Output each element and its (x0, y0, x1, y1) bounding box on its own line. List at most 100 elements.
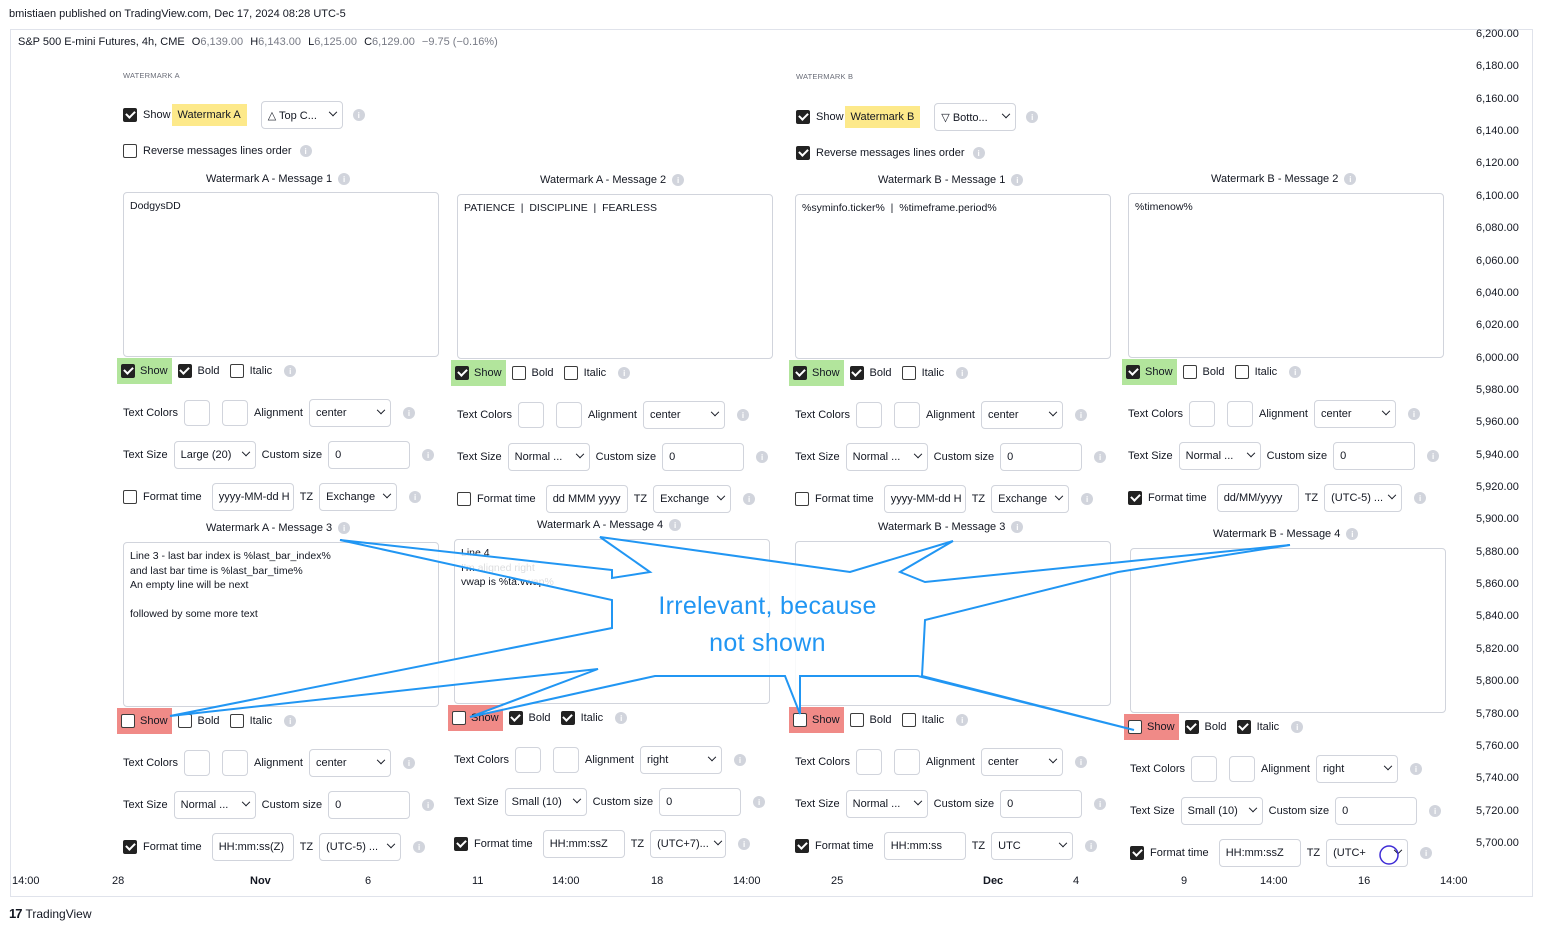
watermark-a-position-select[interactable]: △ Top C... (260, 101, 343, 129)
tz-select[interactable]: Exchange (991, 485, 1070, 513)
info-icon[interactable]: i (409, 491, 422, 503)
text-size-select[interactable]: Normal ... (173, 791, 256, 819)
info-icon[interactable]: i (669, 519, 682, 531)
bold-checkbox[interactable] (511, 366, 526, 380)
text-size-select[interactable]: Normal ... (845, 443, 928, 471)
info-icon[interactable]: i (1074, 409, 1087, 421)
alignment-select[interactable]: right (1315, 755, 1398, 783)
info-icon[interactable]: i (284, 715, 297, 727)
show-checkbox[interactable] (452, 711, 466, 725)
tz-select[interactable]: Exchange (319, 483, 398, 511)
custom-size-input[interactable]: 0 (1000, 443, 1083, 471)
italic-checkbox[interactable] (229, 714, 244, 728)
text-color-swatch[interactable] (1191, 756, 1218, 782)
info-icon[interactable]: i (1427, 450, 1440, 462)
info-icon[interactable]: i (402, 407, 415, 419)
info-icon[interactable]: i (1346, 528, 1359, 540)
bold-checkbox[interactable] (1182, 365, 1197, 379)
info-icon[interactable]: i (352, 109, 365, 121)
watermark-a-show-checkbox[interactable] (123, 108, 137, 122)
tz-select[interactable]: UTC (991, 832, 1074, 860)
info-icon[interactable]: i (1011, 174, 1024, 186)
info-icon[interactable]: i (1085, 840, 1098, 852)
tz-select[interactable]: (UTC-5) ... (319, 833, 402, 861)
info-icon[interactable]: i (338, 173, 351, 185)
custom-size-input[interactable]: 0 (662, 443, 745, 471)
text-size-select[interactable]: Small (10) (504, 788, 587, 816)
custom-size-input[interactable]: 0 (1000, 790, 1083, 818)
bold-checkbox[interactable] (849, 366, 864, 380)
watermark-b-reverse-checkbox[interactable] (796, 146, 810, 160)
time-format-input[interactable]: HH:mm:ss (883, 832, 966, 860)
info-icon[interactable]: i (1407, 408, 1420, 420)
text-color-swatch[interactable] (1189, 401, 1216, 427)
tz-select[interactable]: Exchange (653, 485, 732, 513)
alignment-select[interactable]: center (980, 748, 1063, 776)
format-time-checkbox[interactable] (795, 492, 809, 506)
info-icon[interactable]: i (1026, 111, 1039, 123)
info-icon[interactable]: i (1074, 756, 1087, 768)
italic-checkbox[interactable] (563, 366, 578, 380)
bold-checkbox[interactable] (508, 711, 523, 725)
italic-checkbox[interactable] (1236, 720, 1251, 734)
info-icon[interactable]: i (1011, 521, 1024, 533)
info-icon[interactable]: i (1094, 451, 1107, 463)
info-icon[interactable]: i (753, 796, 766, 808)
show-checkbox[interactable] (121, 714, 135, 728)
bold-checkbox[interactable] (177, 364, 192, 378)
info-icon[interactable]: i (1420, 847, 1433, 859)
italic-checkbox[interactable] (901, 366, 916, 380)
text-color-swatch[interactable] (856, 402, 883, 428)
time-format-input[interactable]: HH:mm:ssZ (542, 830, 625, 858)
text-size-select[interactable]: Normal ... (1178, 442, 1261, 470)
alignment-select[interactable]: center (980, 401, 1063, 429)
info-icon[interactable]: i (422, 449, 435, 461)
message-textarea[interactable]: PATIENCE | DISCIPLINE | FEARLESS (457, 194, 773, 359)
text-color-swatch[interactable] (515, 747, 542, 773)
message-textarea[interactable]: DodgysDD (123, 192, 439, 357)
custom-size-input[interactable]: 0 (328, 791, 411, 819)
text-size-select[interactable]: Small (10) (1180, 797, 1263, 825)
info-icon[interactable]: i (1409, 763, 1422, 775)
info-icon[interactable]: i (972, 147, 985, 159)
alignment-select[interactable]: center (308, 749, 391, 777)
message-textarea[interactable]: %timenow% (1128, 193, 1444, 358)
watermark-b-position-select[interactable]: ▽ Botto... (934, 103, 1017, 131)
text-size-select[interactable]: Large (20) (173, 441, 256, 469)
format-time-checkbox[interactable] (457, 492, 471, 506)
info-icon[interactable]: i (672, 174, 685, 186)
show-checkbox[interactable] (1128, 720, 1142, 734)
time-format-input[interactable]: yyyy-MM-dd H (211, 483, 294, 511)
italic-checkbox[interactable] (901, 713, 916, 727)
info-icon[interactable]: i (733, 754, 746, 766)
bg-color-swatch[interactable] (553, 747, 580, 773)
text-color-swatch[interactable] (856, 749, 883, 775)
bold-checkbox[interactable] (1184, 720, 1199, 734)
info-icon[interactable]: i (743, 493, 756, 505)
format-time-checkbox[interactable] (795, 839, 809, 853)
format-time-checkbox[interactable] (1128, 491, 1142, 505)
text-size-select[interactable]: Normal ... (845, 790, 928, 818)
tz-select[interactable]: (UTC+7)... (650, 830, 727, 858)
show-checkbox[interactable] (1126, 365, 1140, 379)
bg-color-swatch[interactable] (556, 402, 583, 428)
info-icon[interactable]: i (1414, 492, 1427, 504)
info-icon[interactable]: i (422, 799, 435, 811)
time-format-input[interactable]: HH:mm:ssZ (1218, 839, 1301, 867)
info-icon[interactable]: i (615, 712, 628, 724)
bg-color-swatch[interactable] (1229, 756, 1256, 782)
message-textarea[interactable]: %syminfo.ticker% | %timeframe.period% (795, 194, 1111, 359)
info-icon[interactable]: i (1289, 366, 1302, 378)
italic-checkbox[interactable] (1234, 365, 1249, 379)
tradingview-logo[interactable]: 17 TradingView (9, 906, 92, 921)
info-icon[interactable]: i (299, 145, 312, 157)
bg-color-swatch[interactable] (894, 749, 921, 775)
alignment-select[interactable]: center (642, 401, 725, 429)
watermark-a-reverse-checkbox[interactable] (123, 144, 137, 158)
bold-checkbox[interactable] (849, 713, 864, 727)
custom-size-input[interactable]: 0 (1335, 797, 1418, 825)
tz-select[interactable]: (UTC-5) ... (1324, 484, 1403, 512)
info-icon[interactable]: i (736, 409, 749, 421)
info-icon[interactable]: i (956, 714, 969, 726)
info-icon[interactable]: i (284, 365, 297, 377)
